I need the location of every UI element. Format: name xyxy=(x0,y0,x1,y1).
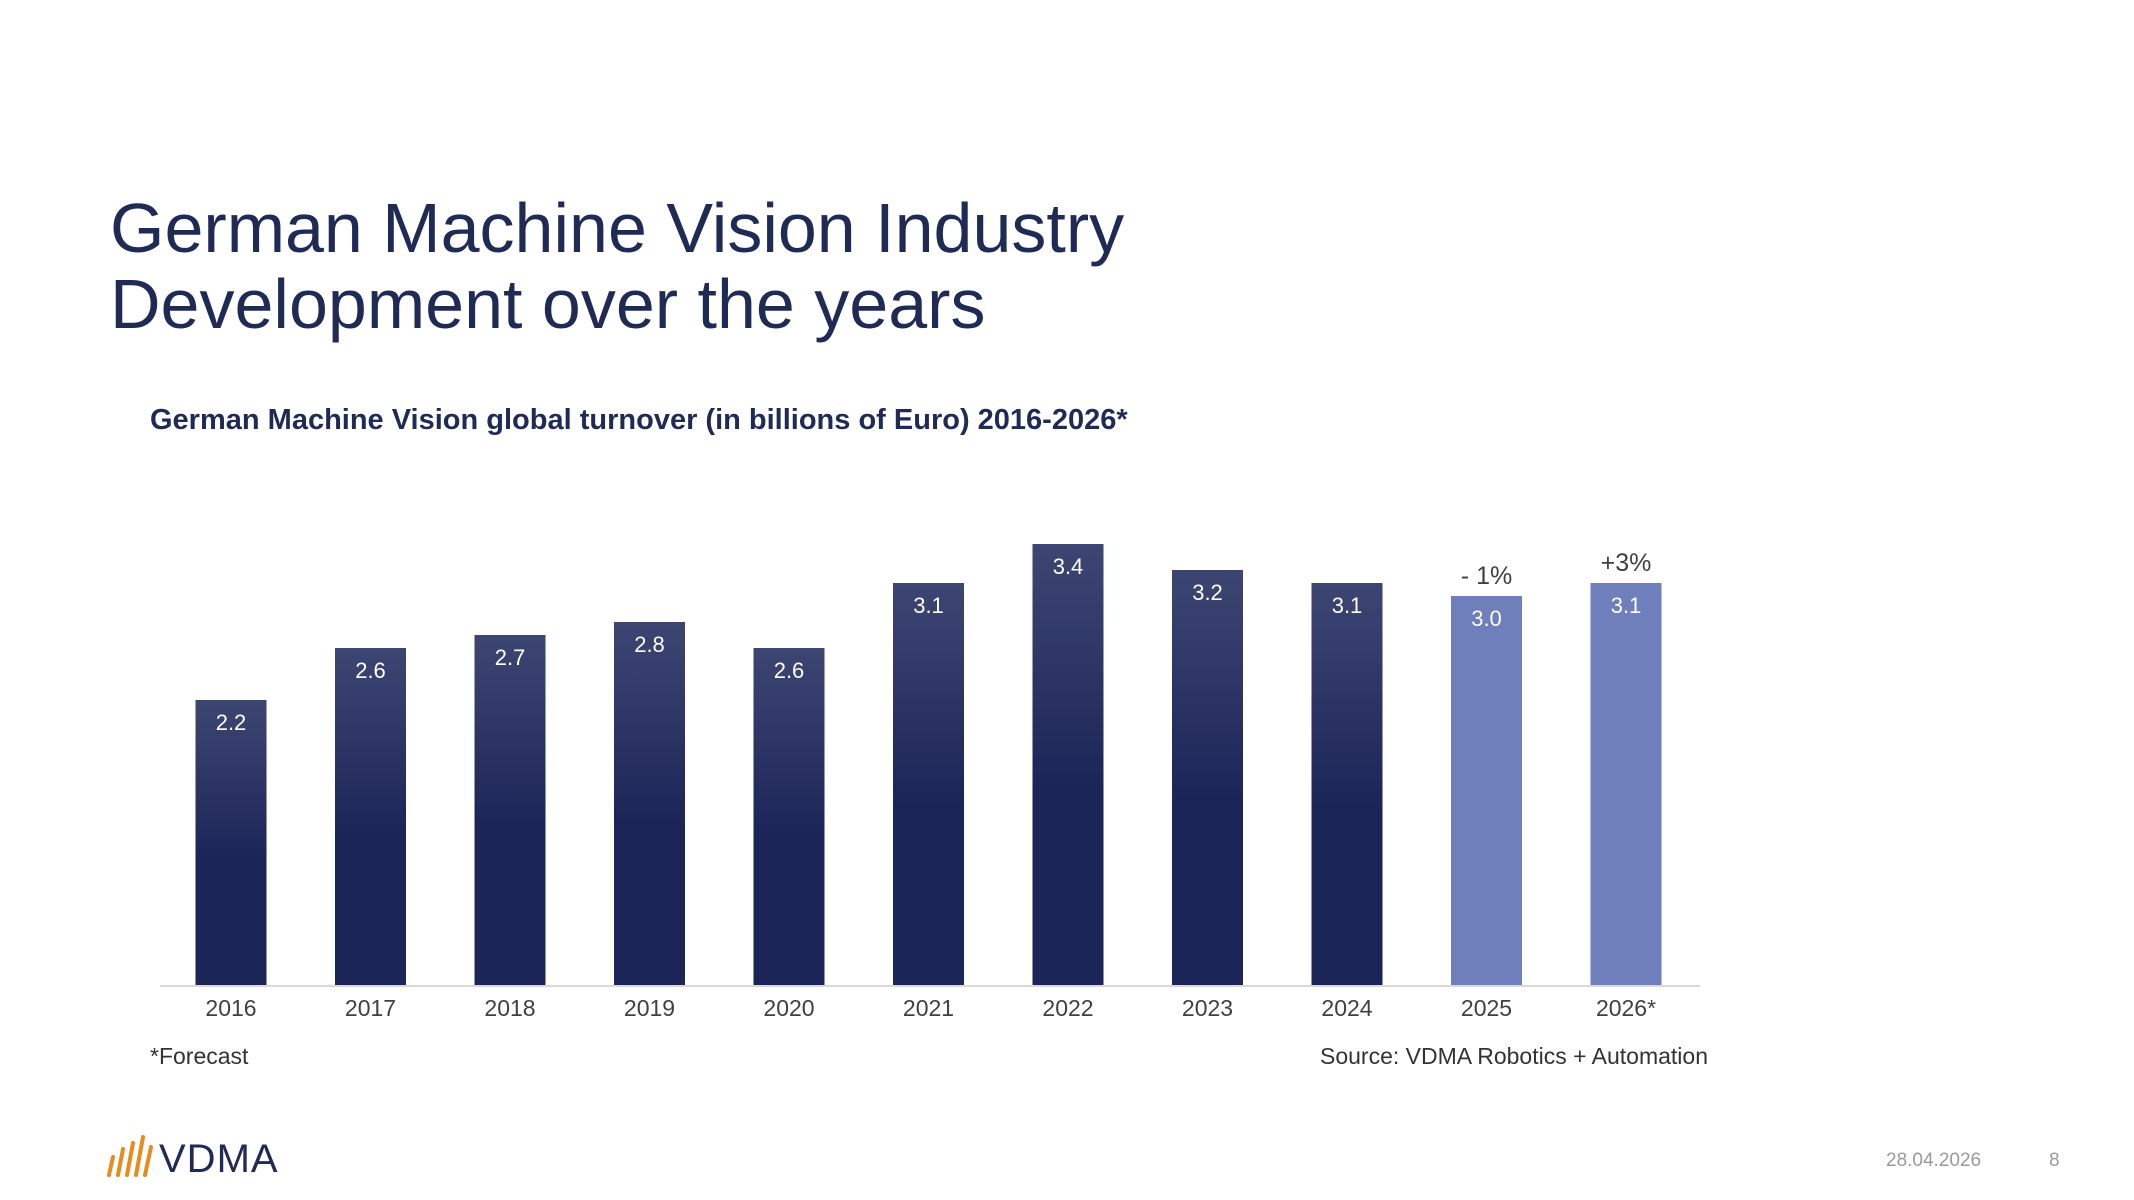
bar-value-label: 2.6 xyxy=(774,658,805,683)
bar-value-label: 2.8 xyxy=(634,632,665,657)
bar-value-label: 2.7 xyxy=(495,645,526,670)
vdma-logo-text: VDMA xyxy=(159,1137,279,1181)
x-tick-label: 2018 xyxy=(484,995,535,1021)
bar-chart: 2.2 2.6 2.7 2.8 2.6 3.1 3.4 3.2 3.1 3.0 - 1% 3.1 +3%… xyxy=(160,544,1700,1021)
vdma-logo: VDMA xyxy=(105,1135,279,1184)
bar-2021 xyxy=(893,583,964,986)
x-tick-label: 2016 xyxy=(205,995,256,1021)
bar-value-label: 3.1 xyxy=(1611,593,1642,618)
bar-2018 xyxy=(474,635,546,986)
slide-title-line-1: German Machine Vision Industry xyxy=(110,189,1125,267)
bar-2022 xyxy=(1032,544,1104,986)
page-number: 8 xyxy=(2049,1150,2060,1171)
bar-value-label: 2.6 xyxy=(355,658,386,683)
x-tick-label: 2021 xyxy=(903,995,954,1021)
x-tick-label: 2019 xyxy=(624,995,675,1021)
bar-2023 xyxy=(1172,570,1243,986)
slide-date: 28.04.2026 xyxy=(1886,1150,1982,1171)
bar-value-label: 3.2 xyxy=(1192,580,1223,605)
bar-2026 xyxy=(1590,583,1662,986)
bar-2024 xyxy=(1311,583,1383,986)
bar-value-label: 3.0 xyxy=(1471,606,1502,631)
bar-value-label: 3.1 xyxy=(913,593,944,618)
bar-value-label: 3.1 xyxy=(1332,593,1363,618)
growth-annotation: +3% xyxy=(1601,549,1652,577)
slide-title: German Machine Vision Industry Developme… xyxy=(110,190,1124,342)
x-tick-label: 2024 xyxy=(1321,995,1372,1021)
x-tick-label: 2026* xyxy=(1596,995,1656,1021)
bars-group: 2.2 2.6 2.7 2.8 2.6 3.1 3.4 3.2 3.1 3.0 - 1% 3.1 +3% xyxy=(195,544,1662,986)
bar-value-label: 3.4 xyxy=(1053,554,1084,579)
bar-2017 xyxy=(335,648,406,986)
forecast-footnote: *Forecast xyxy=(150,1043,249,1069)
x-tick-label: 2025 xyxy=(1461,995,1512,1021)
source-note: Source: VDMA Robotics + Automation xyxy=(1320,1043,1709,1069)
growth-annotation: - 1% xyxy=(1461,562,1512,590)
bar-value-label: 2.2 xyxy=(216,710,247,735)
x-tick-label: 2020 xyxy=(763,995,814,1021)
x-tick-labels: 2016 2017 2018 2019 2020 2021 2022 2023 2024 2025… xyxy=(205,995,1656,1021)
x-tick-label: 2017 xyxy=(345,995,396,1021)
x-tick-label: 2022 xyxy=(1042,995,1093,1021)
bar-2019 xyxy=(614,622,685,986)
x-tick-label: 2023 xyxy=(1182,995,1233,1021)
bar-2016 xyxy=(195,700,267,986)
bar-2025 xyxy=(1451,596,1522,986)
vdma-logo-icon xyxy=(105,1135,153,1184)
chart-title: German Machine Vision global turnover (i… xyxy=(150,404,1128,436)
slide-title-line-2: Development over the years xyxy=(110,265,986,343)
bar-2020 xyxy=(753,648,825,986)
